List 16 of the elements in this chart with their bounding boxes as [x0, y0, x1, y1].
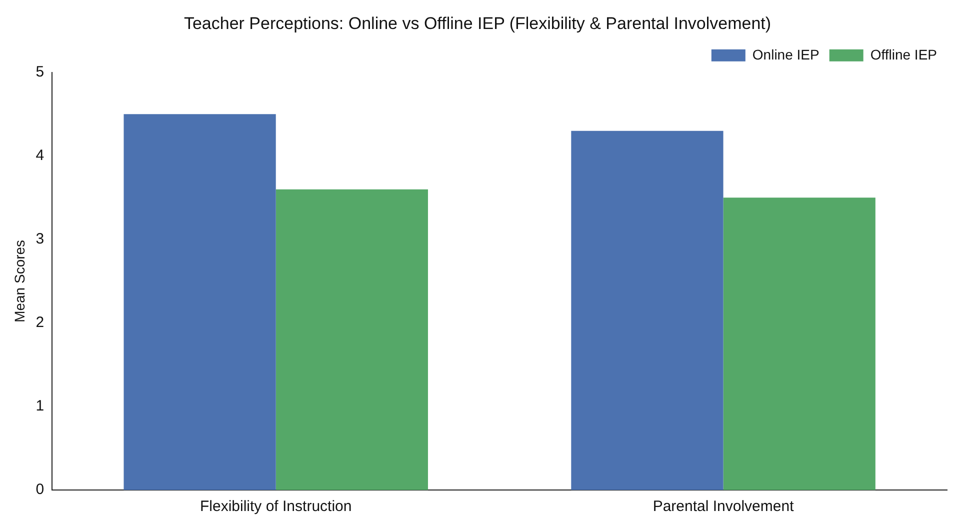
y-tick-label: 3 — [36, 230, 44, 248]
x-tick-label: Flexibility of Instruction — [200, 498, 352, 516]
legend-label: Online IEP — [752, 46, 820, 62]
bar — [723, 198, 876, 490]
y-axis-title: Mean Scores — [11, 240, 28, 322]
chart-title: Teacher Perceptions: Online vs Offline IEP (Flexibility & Parental Involvement) — [184, 14, 772, 33]
y-tick-label: 4 — [36, 147, 44, 164]
bar — [571, 130, 724, 490]
y-tick-label: 0 — [36, 481, 44, 498]
legend-label: Offline IEP — [870, 46, 938, 62]
x-tick-label: Parental Involvement — [652, 498, 795, 516]
bar — [276, 189, 428, 490]
bar — [124, 114, 276, 490]
y-tick-label: 5 — [36, 64, 44, 81]
y-tick-label: 1 — [36, 398, 44, 415]
y-tick-label: 2 — [36, 314, 44, 332]
